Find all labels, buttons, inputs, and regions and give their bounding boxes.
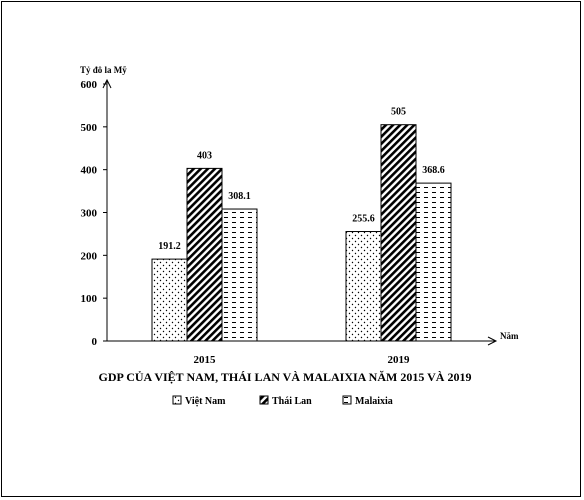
y-tick-label: 0 <box>92 336 98 348</box>
bar-value-label: 308.1 <box>228 191 251 202</box>
legend-swatch <box>172 395 182 405</box>
bar-malaixia-2019 <box>415 182 452 342</box>
legend-label: Việt Nam <box>185 396 226 407</box>
y-tick-label: 300 <box>81 208 98 220</box>
y-tick-label: 400 <box>81 165 98 177</box>
y-tick-label: 100 <box>81 293 98 305</box>
bar-value-label: 505 <box>391 107 406 118</box>
bar-value-label: 191.2 <box>158 241 181 252</box>
bar-value-label: 368.6 <box>422 165 445 176</box>
x-category-label: 2019 <box>388 354 411 366</box>
legend-swatch <box>342 395 352 405</box>
bar-việt-nam-2019 <box>345 231 382 342</box>
y-tick-label: 200 <box>81 250 98 262</box>
y-axis-arrow <box>102 78 112 89</box>
bar-việt-nam-2015 <box>151 258 188 342</box>
y-tick-label: 500 <box>81 122 98 134</box>
bar-thái-lan-2019 <box>380 124 417 342</box>
bar-value-label: 255.6 <box>352 214 375 225</box>
chart-title: GDP CỦA VIỆT NAM, THÁI LAN VÀ MALAIXIA N… <box>99 370 472 384</box>
legend-label: Thái Lan <box>272 396 312 407</box>
bar-malaixia-2015 <box>221 208 258 342</box>
y-tick-label: 600 <box>81 79 98 91</box>
y-axis-label: Tỷ đô la Mỹ <box>80 65 127 75</box>
x-axis-arrow <box>487 336 498 346</box>
legend-label: Malaixia <box>355 396 393 407</box>
bar-value-label: 403 <box>197 150 212 161</box>
bar-thái-lan-2015 <box>186 167 223 342</box>
legend-swatch <box>259 395 269 405</box>
x-category-label: 2015 <box>194 354 217 366</box>
x-axis-label: Năm <box>500 331 519 341</box>
